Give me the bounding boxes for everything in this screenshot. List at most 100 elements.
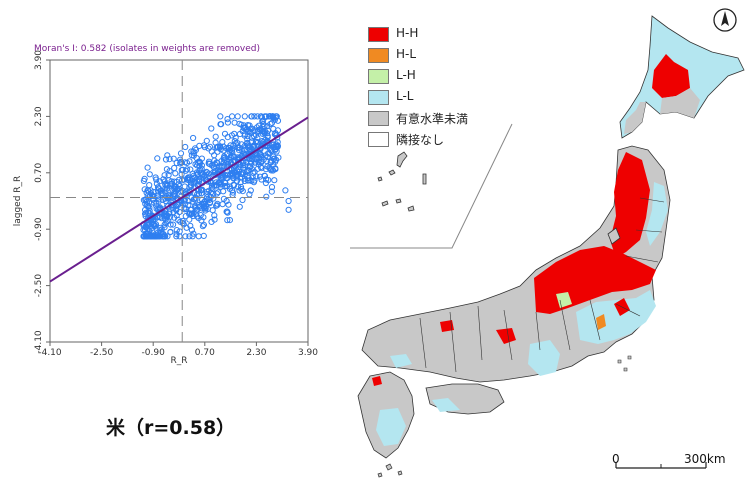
regression-line [49,116,309,283]
data-point [189,233,196,240]
data-point [271,131,278,138]
data-point [158,187,165,194]
data-point [205,145,212,152]
data-point [231,130,238,137]
data-point [263,130,271,137]
japan-lisa-map [350,8,745,478]
data-point [237,179,244,186]
data-point [149,227,156,234]
plot-axes: -4.10 -2.50 -0.90 0.70 2.30 3.90 -4.10 -2.50 -0.… [34,50,318,358]
data-point [215,189,222,196]
prefecture-borders [419,197,665,373]
data-point [252,159,259,166]
data-point [182,143,189,151]
data-point [164,213,171,220]
legend-label: L-H [396,68,416,82]
data-point [178,159,185,166]
chart-caption: 米（r=0.58） [106,417,236,439]
data-point [251,142,258,149]
legend-label: L-L [396,89,414,103]
data-point [248,113,255,120]
data-point [245,167,252,174]
data-point [239,196,246,204]
data-point [260,156,267,163]
data-point [165,217,172,224]
data-point [224,217,231,224]
data-point [254,165,261,172]
data-point [217,163,224,170]
hokkaido-hh [652,54,690,98]
data-point [270,155,277,162]
data-point [178,171,185,178]
data-point [285,206,292,213]
data-point [156,233,163,240]
hokkaido-ns [660,88,700,118]
data-point [146,207,153,214]
data-point [226,217,233,224]
data-point [225,144,232,151]
data-point [245,127,252,134]
data-point [270,153,277,160]
legend-swatch-no-neighbors [368,132,389,147]
data-point [149,192,156,199]
moran-scatter-plot: -4.10 -2.50 -0.90 0.70 2.30 3.90 -4.10 -2.50 -0.… [13,50,318,366]
data-point [143,198,150,205]
data-point [141,233,148,240]
southern-islands [377,463,403,478]
data-point [164,152,171,159]
inset-frame-line [350,123,513,249]
data-point [194,159,201,166]
data-point [229,113,236,120]
legend-swatch-ll [368,90,389,105]
data-point [208,125,215,132]
data-point [203,169,211,176]
data-point [194,170,201,177]
data-point [223,183,231,190]
data-point [172,170,179,177]
data-point [214,202,221,209]
data-point [263,176,270,183]
data-point [241,113,248,120]
north-arrow-icon [713,8,737,32]
data-point [212,133,219,140]
data-point [171,178,178,185]
data-point [161,172,168,179]
tohoku-hh [610,152,650,258]
data-point [211,212,218,219]
data-point [241,177,248,185]
data-point [208,162,215,169]
data-point [263,157,270,165]
data-point [151,199,158,206]
data-point [236,144,243,151]
data-point [140,197,147,204]
data-point [240,164,247,171]
data-point [144,164,151,171]
data-point [270,114,277,122]
data-point [177,150,185,157]
data-point [161,178,168,185]
data-point [170,221,177,228]
data-point [268,184,276,191]
data-point [203,137,210,144]
data-point [153,180,160,187]
data-point [236,168,243,175]
data-point [162,156,170,163]
data-point [217,121,224,128]
data-point [185,177,192,184]
moran-title: Moran's I: 0.582 (isolates in weights ar… [34,44,261,54]
data-point [202,197,209,205]
y-tick-label: 0.70 [34,163,44,183]
data-point [212,167,219,174]
data-point [245,144,252,151]
data-point [154,155,161,162]
data-point [200,221,207,228]
legend-label: 隣接なし [396,133,445,147]
reference-lines [49,60,309,342]
data-point [143,233,150,240]
data-point [182,233,189,240]
data-point [236,187,243,194]
data-point [173,227,180,234]
data-point [273,113,280,120]
legend-swatch-hh [368,27,389,42]
data-point [146,204,153,211]
